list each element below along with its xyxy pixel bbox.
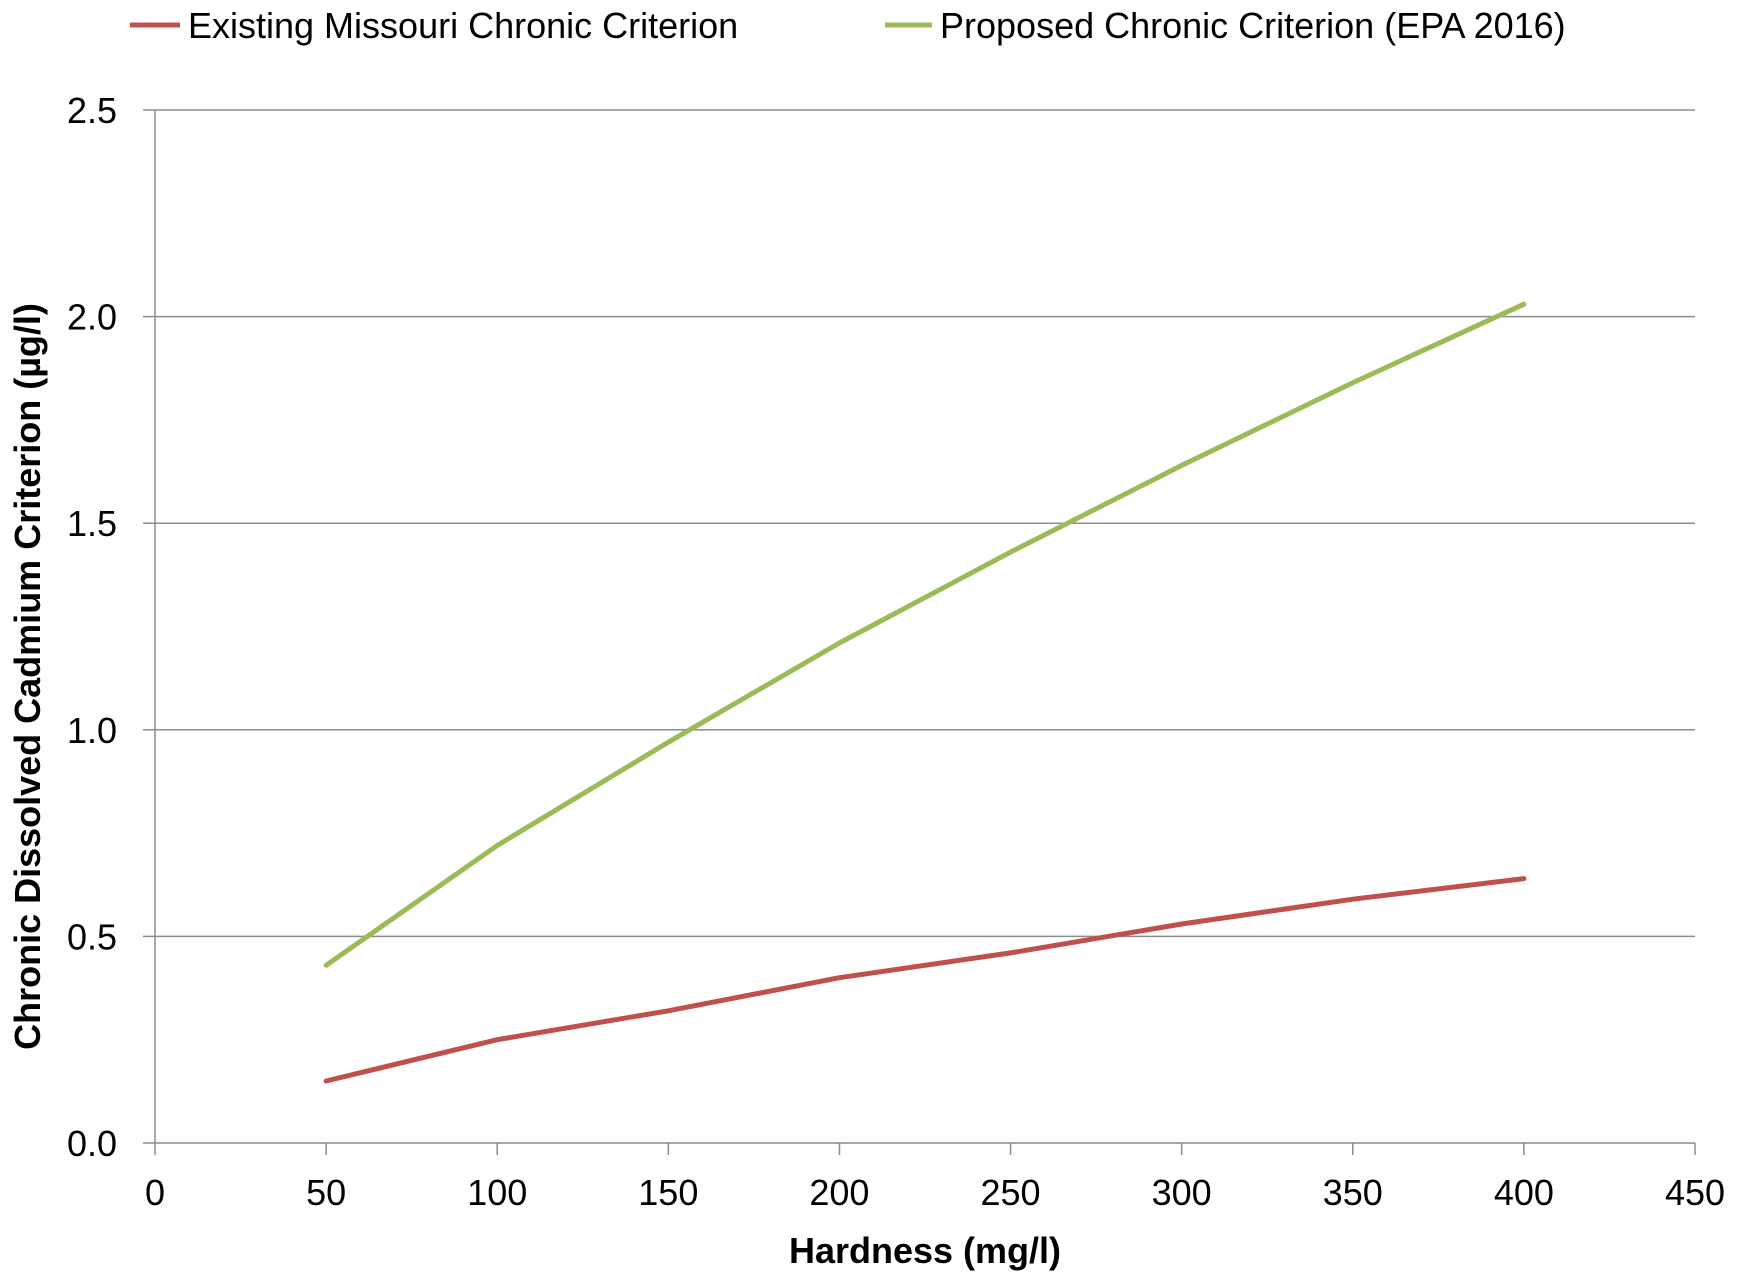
x-tick-label: 300 [1152, 1172, 1212, 1213]
data-point [665, 1008, 671, 1014]
legend-label-2: Proposed Chronic Criterion (EPA 2016) [940, 5, 1566, 46]
x-tick-label: 0 [145, 1172, 165, 1213]
data-point [1008, 950, 1014, 956]
x-tick-label: 450 [1665, 1172, 1725, 1213]
y-tick-label: 2.0 [67, 297, 117, 338]
x-tick-label: 150 [638, 1172, 698, 1213]
gridlines [155, 109, 1695, 938]
y-tick-label: 2.5 [67, 90, 117, 131]
y-axis-title: Chronic Dissolved Cadmium Criterion (µg/… [7, 303, 48, 1050]
x-tick-label: 50 [306, 1172, 346, 1213]
legend: Existing Missouri Chronic Criterion Propo… [130, 5, 1566, 46]
axes: 0.0 0.5 1.0 1.5 2.0 2.5 0 50 100 150 200 250 300 350 4… [67, 90, 1725, 1213]
data-point [836, 975, 842, 981]
data-point [1350, 896, 1356, 902]
x-tick-label: 200 [809, 1172, 869, 1213]
x-axis-title: Hardness (mg/l) [789, 1230, 1061, 1271]
x-tick-label: 100 [467, 1172, 527, 1213]
data-point [665, 739, 671, 745]
data-point [1008, 549, 1014, 555]
data-point [836, 640, 842, 646]
y-tick-label: 1.5 [67, 503, 117, 544]
legend-label-1: Existing Missouri Chronic Criterion [188, 5, 738, 46]
x-tick-label: 350 [1323, 1172, 1383, 1213]
data-point [1179, 921, 1185, 927]
x-tick-label: 400 [1494, 1172, 1554, 1213]
data-point [323, 962, 329, 968]
data-point [494, 1037, 500, 1043]
data-point [1521, 301, 1527, 307]
y-tick-label: 0.5 [67, 916, 117, 957]
series-lines [323, 301, 1527, 1084]
data-point [494, 842, 500, 848]
data-point [1179, 462, 1185, 468]
data-point [1350, 380, 1356, 386]
data-point [1521, 876, 1527, 882]
series-line-2 [323, 301, 1527, 968]
series-line-1 [323, 876, 1527, 1084]
y-tick-label: 0.0 [67, 1123, 117, 1164]
data-point [323, 1078, 329, 1084]
x-tick-label: 250 [981, 1172, 1041, 1213]
y-tick-label: 1.0 [67, 710, 117, 751]
